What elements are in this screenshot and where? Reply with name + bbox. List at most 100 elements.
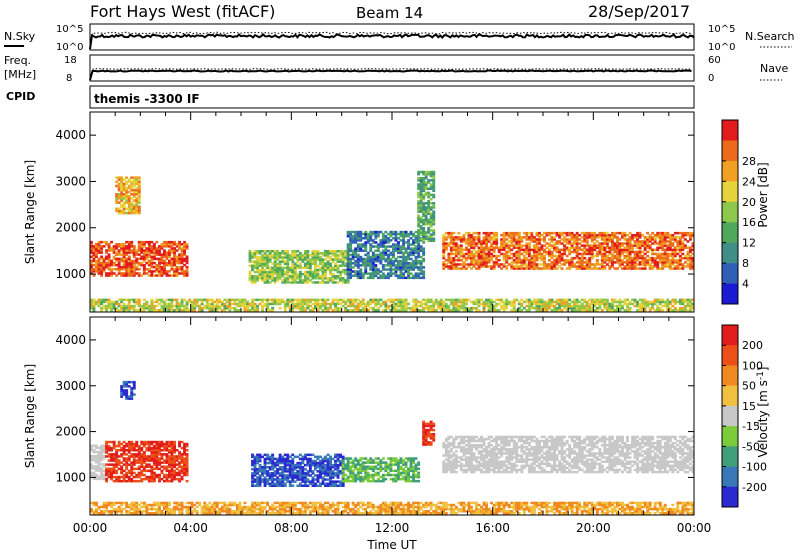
data-cell <box>651 242 655 245</box>
data-cell <box>283 262 287 265</box>
data-cell <box>683 306 687 310</box>
data-cell <box>135 199 139 202</box>
data-cell <box>185 274 189 277</box>
data-cell <box>356 306 360 310</box>
data-cell <box>570 309 574 312</box>
data-cell <box>173 440 176 444</box>
data-cell <box>417 276 421 280</box>
data-cell <box>319 298 322 302</box>
data-cell <box>661 259 665 262</box>
data-cell <box>314 272 317 276</box>
data-cell <box>132 190 136 194</box>
data-cell <box>165 469 169 473</box>
data-cell <box>218 304 222 308</box>
data-cell <box>673 248 677 252</box>
data-cell <box>346 251 350 255</box>
data-cell <box>90 272 93 275</box>
data-cell <box>412 309 415 312</box>
data-cell <box>115 449 119 452</box>
data-cell <box>427 172 431 176</box>
data-cell <box>163 259 166 263</box>
data-cell <box>626 265 629 268</box>
data-cell <box>145 475 149 479</box>
data-cell <box>178 253 181 256</box>
data-cell <box>163 449 166 452</box>
data-cell <box>608 252 612 256</box>
data-cell <box>210 302 214 306</box>
data-cell <box>512 265 516 268</box>
data-cell <box>107 263 111 267</box>
data-cell <box>110 446 113 450</box>
data-cell <box>454 238 458 241</box>
data-cell <box>678 306 682 310</box>
data-cell <box>296 275 300 278</box>
data-cell <box>316 277 320 280</box>
data-cell <box>643 300 647 304</box>
data-cell <box>623 265 627 268</box>
data-cell <box>570 238 574 241</box>
data-cell <box>117 449 121 452</box>
data-cell <box>643 238 647 241</box>
data-cell <box>658 236 662 239</box>
data-cell <box>648 265 652 268</box>
data-cell <box>180 270 184 273</box>
data-cell <box>686 231 690 235</box>
data-cell <box>432 231 436 234</box>
data-cell <box>495 231 499 235</box>
data-cell <box>142 298 146 302</box>
data-cell <box>387 306 390 310</box>
data-cell <box>550 244 554 247</box>
data-cell <box>683 300 687 304</box>
data-cell <box>173 298 176 302</box>
data-cell <box>568 242 572 245</box>
data-cell <box>590 300 594 304</box>
data-cell <box>402 237 405 240</box>
data-cell <box>585 250 589 254</box>
data-cell <box>326 262 330 265</box>
data-cell <box>152 440 156 444</box>
data-cell <box>110 309 113 312</box>
data-cell <box>384 257 388 261</box>
data-cell <box>147 253 151 256</box>
data-cell <box>90 298 93 302</box>
data-cell <box>611 309 614 312</box>
data-cell <box>354 300 358 304</box>
data-cell <box>399 251 403 255</box>
data-cell <box>117 459 121 462</box>
data-cell <box>417 216 421 220</box>
data-cell <box>97 469 101 472</box>
data-cell <box>102 448 106 452</box>
data-cell <box>125 467 129 471</box>
data-cell <box>132 479 136 483</box>
data-cell <box>628 302 632 306</box>
data-cell <box>439 300 443 304</box>
data-cell <box>689 263 692 266</box>
data-cell <box>90 240 93 244</box>
data-cell <box>538 300 541 304</box>
data-cell <box>351 257 355 261</box>
data-cell <box>636 252 639 256</box>
data-cell <box>432 233 436 236</box>
data-cell <box>351 241 355 244</box>
data-cell <box>132 383 136 386</box>
data-cell <box>442 267 446 270</box>
data-cell <box>125 188 129 192</box>
data-cell <box>656 242 660 245</box>
data-cell <box>681 309 685 312</box>
data-cell <box>407 253 410 257</box>
data-cell <box>502 304 506 308</box>
data-cell <box>427 218 431 222</box>
data-cell <box>195 298 199 302</box>
data-cell <box>122 249 126 252</box>
data-cell <box>621 300 624 304</box>
data-cell <box>286 277 290 280</box>
data-cell <box>251 453 254 457</box>
data-cell <box>437 304 441 308</box>
data-cell <box>175 274 179 277</box>
data-cell <box>392 268 395 271</box>
data-cell <box>475 238 478 241</box>
data-cell <box>507 302 511 306</box>
data-cell <box>633 261 637 264</box>
data-cell <box>371 241 375 244</box>
data-cell <box>588 246 592 249</box>
